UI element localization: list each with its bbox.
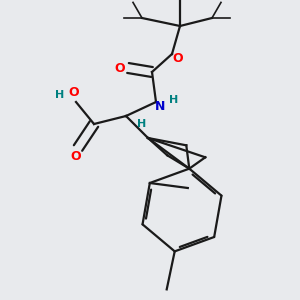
Text: O: O [71, 149, 81, 163]
Text: H: H [169, 95, 178, 105]
Text: O: O [173, 52, 183, 64]
Text: N: N [155, 100, 165, 112]
Text: O: O [115, 61, 125, 74]
Text: H: H [137, 119, 147, 129]
Text: H: H [56, 90, 64, 100]
Text: O: O [69, 86, 79, 100]
